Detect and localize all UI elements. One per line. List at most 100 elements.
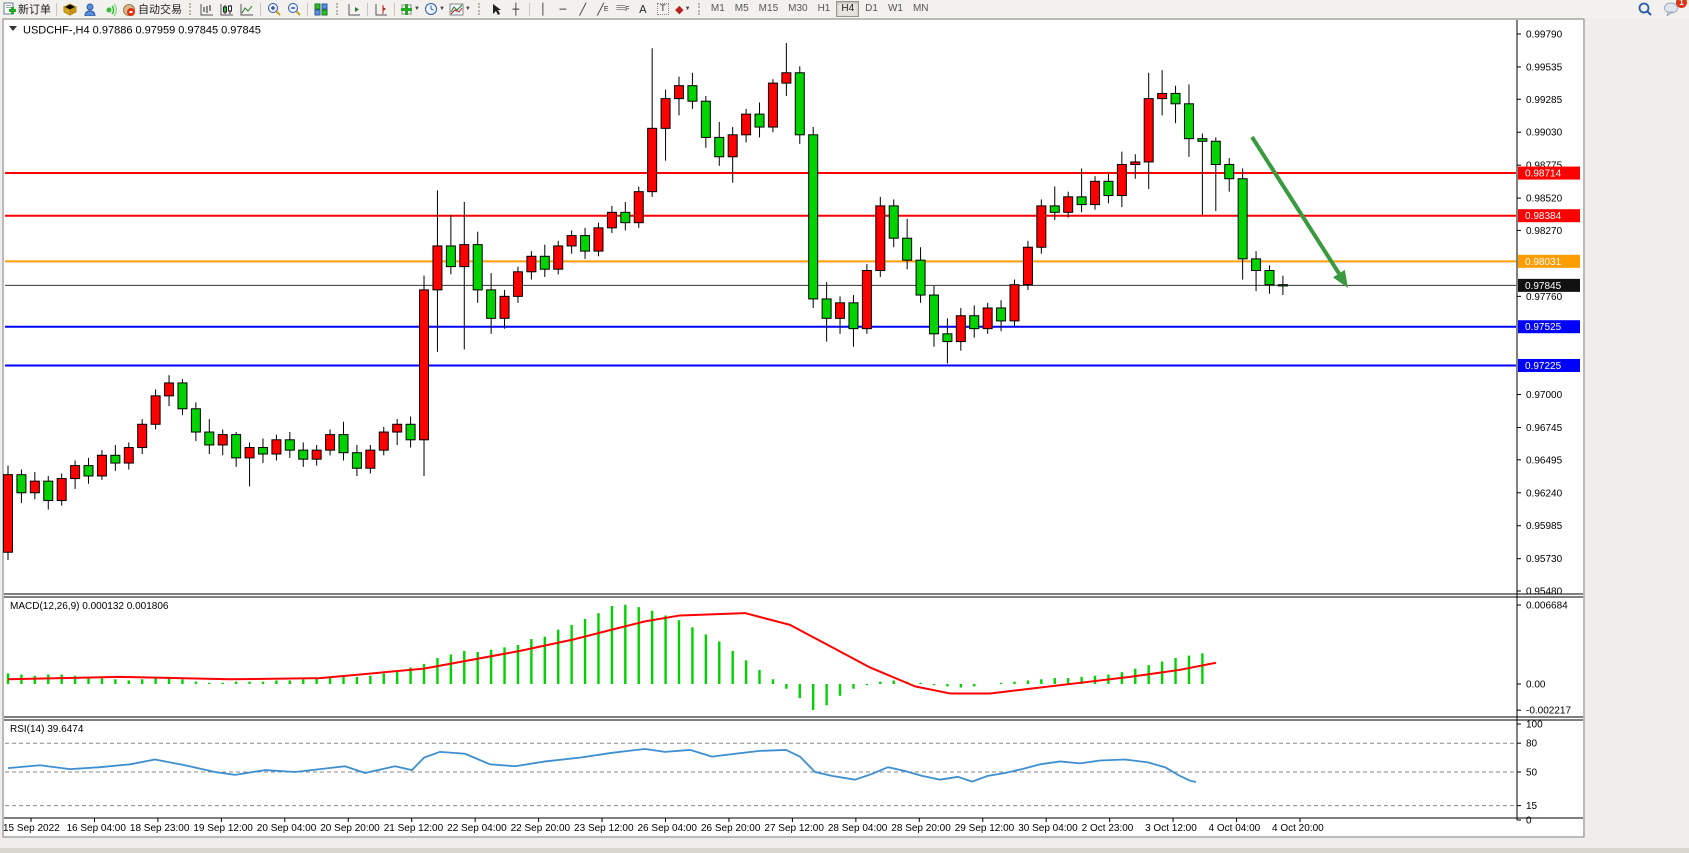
candle-body[interactable] — [647, 127, 658, 193]
candle-body[interactable] — [56, 478, 67, 502]
zoom-in-button[interactable] — [264, 1, 284, 17]
candle-body[interactable] — [271, 439, 282, 455]
candle-body[interactable] — [996, 307, 1007, 322]
fibonacci-tool-button[interactable]: 𝄘 F — [613, 1, 633, 17]
candle-body[interactable] — [378, 431, 389, 451]
candle-body[interactable] — [70, 465, 81, 480]
market-button[interactable] — [80, 1, 100, 17]
candle-body[interactable] — [190, 408, 201, 433]
candle-body[interactable] — [472, 244, 483, 291]
add-indicator-button[interactable]: ▼ — [398, 1, 422, 17]
candle-body[interactable] — [620, 211, 631, 224]
timeframe-MN[interactable]: MN — [912, 3, 929, 14]
trendline-tool-button[interactable]: ╱ — [573, 1, 593, 17]
candle-body[interactable] — [902, 237, 913, 261]
candle-body[interactable] — [16, 474, 27, 494]
candle-body[interactable] — [1103, 180, 1114, 197]
candle-body[interactable] — [982, 307, 993, 330]
candle-body[interactable] — [848, 302, 859, 330]
candle-body[interactable] — [660, 98, 671, 129]
toolbar-drag-handle[interactable] — [697, 3, 702, 15]
timeframe-M1[interactable]: M1 — [710, 3, 725, 14]
candle-body[interactable] — [432, 245, 443, 291]
candle-body[interactable] — [338, 434, 349, 454]
candle-body[interactable] — [566, 235, 577, 247]
candle-body[interactable] — [1210, 140, 1221, 166]
candle-body[interactable] — [526, 255, 537, 273]
candle-body[interactable] — [539, 255, 550, 270]
candle-body[interactable] — [123, 447, 134, 464]
candle-body[interactable] — [325, 434, 336, 451]
candle-body[interactable] — [1036, 205, 1047, 248]
candle-body[interactable] — [1130, 161, 1141, 166]
periods-button[interactable]: ▼ — [422, 1, 447, 17]
candle-body[interactable] — [1116, 164, 1127, 197]
candle-body[interactable] — [1049, 205, 1060, 213]
autoscroll-button[interactable] — [344, 1, 364, 17]
candle-body[interactable] — [808, 134, 819, 300]
timeframe-M15[interactable]: M15 — [758, 3, 779, 14]
timeframe-D1[interactable]: D1 — [865, 3, 878, 14]
candle-body[interactable] — [553, 245, 564, 270]
candle-body[interactable] — [835, 302, 846, 319]
templates-button[interactable]: ▼ — [447, 1, 473, 17]
candle-body[interactable] — [942, 333, 953, 343]
candle-body[interactable] — [1090, 180, 1101, 206]
label-tool-button[interactable]: T — [653, 1, 673, 17]
candle-body[interactable] — [1197, 138, 1208, 142]
candle-body[interactable] — [875, 205, 886, 271]
trend-arrow[interactable] — [1250, 135, 1342, 277]
candle-body[interactable] — [1022, 246, 1033, 286]
candle-body[interactable] — [593, 227, 604, 252]
candle-body[interactable] — [177, 382, 188, 410]
chart-shift-button[interactable] — [371, 1, 391, 17]
hline-tool-button[interactable]: ─ — [553, 1, 573, 17]
candle-body[interactable] — [606, 211, 617, 229]
candle-body[interactable] — [888, 205, 899, 239]
timeframe-H4[interactable]: H4 — [836, 1, 860, 17]
candle-body[interactable] — [928, 294, 939, 335]
candle-body[interactable] — [767, 82, 778, 128]
candle-body[interactable] — [96, 454, 107, 477]
candle-body[interactable] — [727, 134, 738, 158]
candle-body[interactable] — [459, 244, 470, 268]
trend-arrow-head[interactable] — [1332, 269, 1348, 288]
candle-body[interactable] — [392, 423, 403, 433]
candle-body[interactable] — [1277, 284, 1288, 287]
toolbar-drag-handle[interactable] — [336, 3, 340, 15]
candle-body[interactable] — [1076, 196, 1087, 206]
candle-body[interactable] — [257, 447, 268, 455]
candle-body[interactable] — [499, 295, 510, 319]
candle-body[interactable] — [29, 480, 40, 494]
candle-body[interactable] — [512, 271, 523, 297]
timeframe-M5[interactable]: M5 — [734, 3, 749, 14]
candle-body[interactable] — [580, 235, 591, 252]
candle-body[interactable] — [231, 434, 242, 459]
chart-area[interactable]: 0.99790 0.99535 0.99285 0.99030 0.98775 0.985… — [0, 18, 1689, 848]
line-chart-button[interactable] — [237, 1, 257, 17]
notifications-button[interactable]: 1 — [1661, 0, 1687, 17]
candle-body[interactable] — [1224, 164, 1235, 180]
signals-button[interactable] — [100, 1, 120, 17]
new-order-button[interactable]: 新订单 — [0, 1, 53, 17]
candle-body[interactable] — [1237, 178, 1248, 260]
vline-tool-button[interactable]: │ — [533, 1, 553, 17]
candle-body[interactable] — [633, 191, 644, 224]
zoom-out-button[interactable] — [284, 1, 304, 17]
candle-body[interactable] — [1157, 92, 1168, 100]
timeframe-W1[interactable]: W1 — [887, 3, 903, 14]
candle-body[interactable] — [1063, 196, 1074, 213]
candle-body[interactable] — [110, 454, 121, 464]
candle-body[interactable] — [781, 72, 792, 84]
autotrade-button[interactable]: 自动交易 — [120, 1, 184, 17]
candle-body[interactable] — [1264, 269, 1275, 286]
candle-body[interactable] — [365, 449, 376, 469]
candle-body[interactable] — [351, 452, 362, 469]
candle-body[interactable] — [298, 449, 309, 460]
shapes-tool-button[interactable]: ◆ ▼ — [673, 1, 693, 17]
candle-body[interactable] — [700, 100, 711, 138]
candle-body[interactable] — [244, 447, 255, 459]
tile-windows-button[interactable] — [311, 1, 331, 17]
candle-body[interactable] — [405, 423, 416, 441]
candle-body[interactable] — [1009, 284, 1020, 322]
